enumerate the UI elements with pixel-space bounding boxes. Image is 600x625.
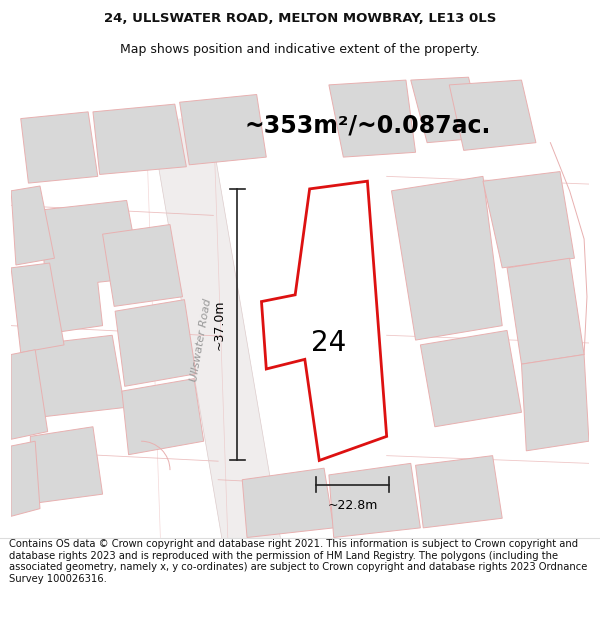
- Text: Map shows position and indicative extent of the property.: Map shows position and indicative extent…: [120, 42, 480, 56]
- Polygon shape: [11, 263, 64, 352]
- Polygon shape: [31, 427, 103, 504]
- Polygon shape: [122, 379, 203, 454]
- Polygon shape: [11, 186, 55, 265]
- Text: ~353m²/~0.087ac.: ~353m²/~0.087ac.: [244, 113, 491, 138]
- Text: 24, ULLSWATER ROAD, MELTON MOWBRAY, LE13 0LS: 24, ULLSWATER ROAD, MELTON MOWBRAY, LE13…: [104, 12, 496, 25]
- Polygon shape: [483, 171, 574, 268]
- Polygon shape: [40, 201, 141, 333]
- Polygon shape: [93, 104, 187, 174]
- Text: ~22.8m: ~22.8m: [327, 499, 377, 512]
- Polygon shape: [179, 94, 266, 165]
- Polygon shape: [31, 335, 125, 417]
- Polygon shape: [391, 176, 502, 340]
- Polygon shape: [11, 441, 40, 516]
- Polygon shape: [416, 456, 502, 528]
- Text: ~37.0m: ~37.0m: [213, 299, 226, 350]
- Text: Contains OS data © Crown copyright and database right 2021. This information is : Contains OS data © Crown copyright and d…: [9, 539, 587, 584]
- Polygon shape: [507, 258, 584, 364]
- Polygon shape: [21, 112, 98, 183]
- Polygon shape: [11, 350, 47, 439]
- Polygon shape: [262, 181, 386, 461]
- Polygon shape: [151, 114, 280, 547]
- Polygon shape: [521, 354, 589, 451]
- Polygon shape: [329, 463, 421, 538]
- Polygon shape: [449, 80, 536, 151]
- Polygon shape: [411, 77, 483, 142]
- Polygon shape: [103, 224, 182, 306]
- Text: Ullswater Road: Ullswater Road: [190, 298, 213, 382]
- Polygon shape: [115, 299, 196, 386]
- Text: 24: 24: [311, 329, 346, 357]
- Polygon shape: [421, 331, 521, 427]
- Polygon shape: [329, 80, 416, 157]
- Polygon shape: [242, 468, 334, 538]
